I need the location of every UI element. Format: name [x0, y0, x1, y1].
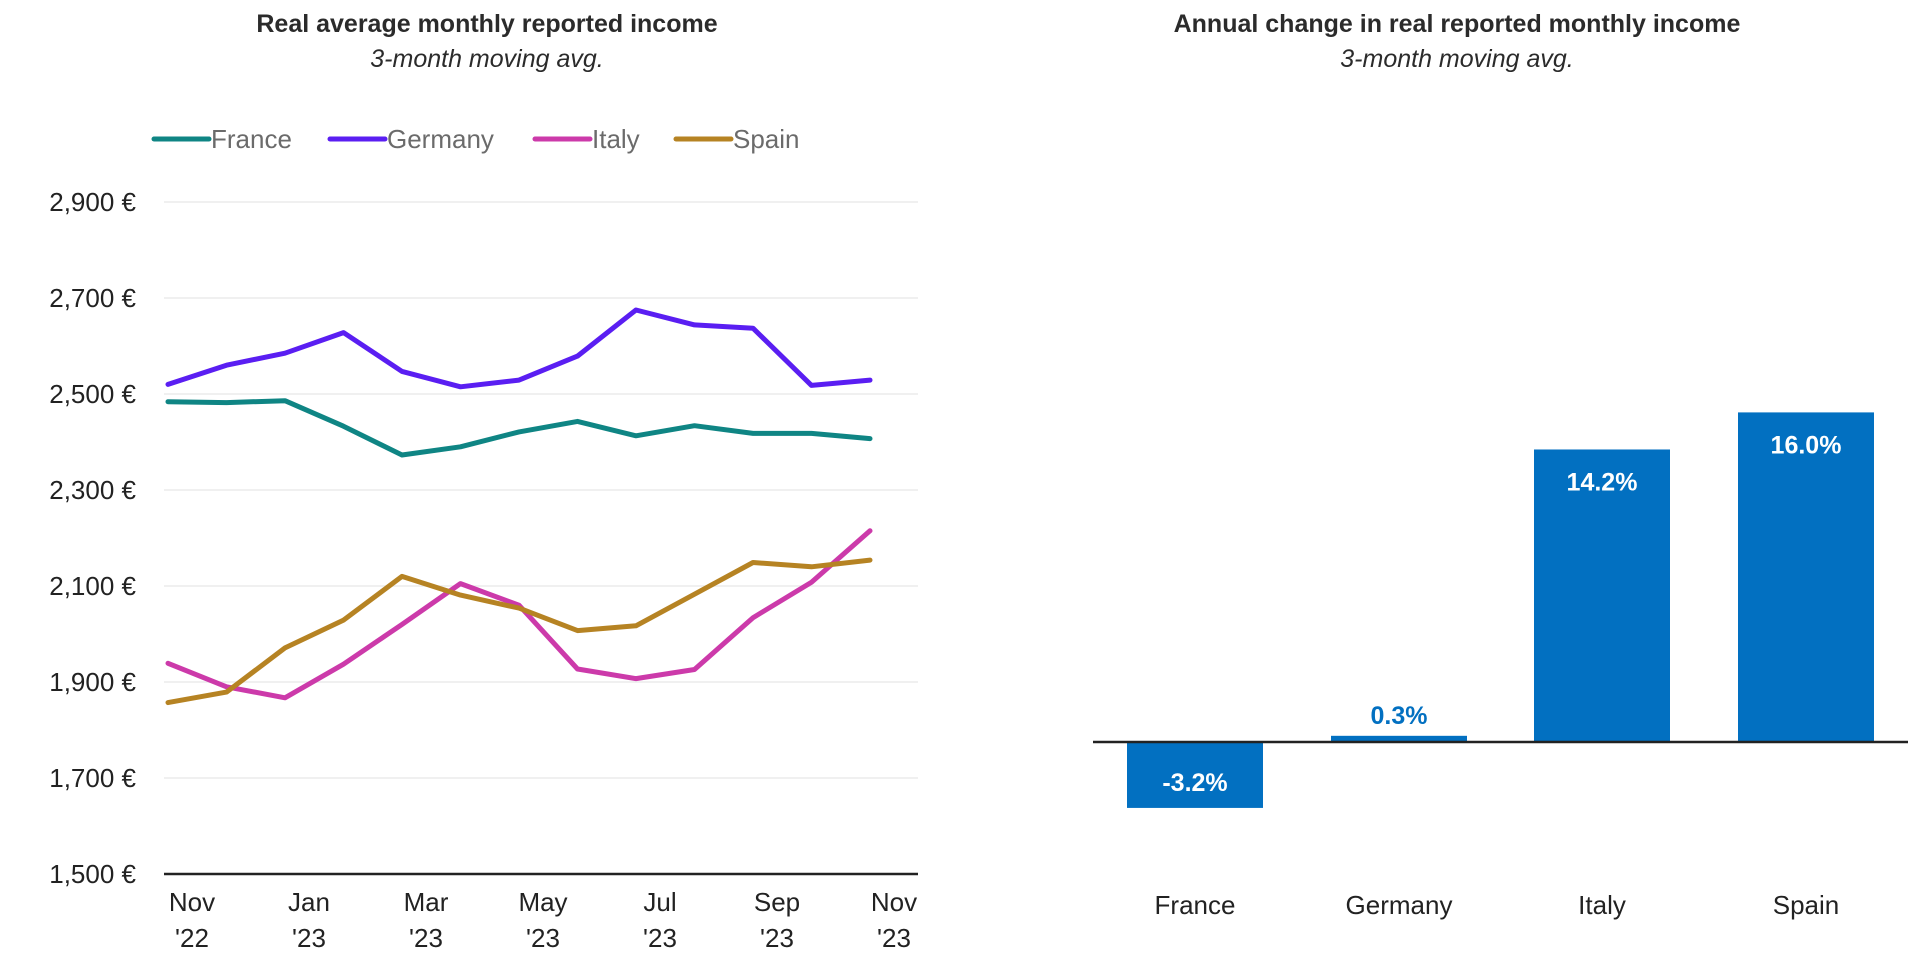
line-chart-subtitle: 3-month moving avg.	[370, 45, 603, 73]
x-tick-label: '23	[409, 923, 443, 953]
line-chart-legend: France Germany Italy Spain	[151, 124, 800, 154]
x-tick-label: '23	[877, 923, 911, 953]
x-tick-label: '22	[175, 923, 209, 953]
bar-value-label: 0.3%	[1371, 702, 1428, 730]
x-tick-label: May	[518, 887, 567, 917]
x-tick-label: Nov	[871, 887, 917, 917]
bar-category-label: Italy	[1578, 890, 1626, 920]
series-line-italy	[165, 528, 873, 701]
x-tick-label: Jul	[643, 887, 676, 917]
x-tick-label: '23	[760, 923, 794, 953]
legend-label-france: France	[211, 124, 292, 154]
bar-chart: Annual change in real reported monthly i…	[1093, 10, 1908, 920]
y-tick-label: 2,100 €	[49, 571, 136, 601]
bar-italy	[1534, 449, 1670, 742]
bar-category-label: Germany	[1346, 890, 1453, 920]
bar-chart-bars: -3.2% 0.3% 14.2% 16.0%	[1127, 412, 1874, 808]
bar-value-label: 14.2%	[1567, 468, 1638, 496]
legend-label-spain: Spain	[733, 124, 800, 154]
bar-chart-title: Annual change in real reported monthly i…	[1174, 10, 1741, 38]
legend-label-germany: Germany	[387, 124, 494, 154]
y-tick-label: 1,500 €	[49, 859, 136, 889]
bar-france	[1127, 742, 1263, 808]
bar-value-label: -3.2%	[1162, 769, 1227, 797]
line-chart-x-axis: Nov '22 Jan '23 Mar '23 May '23 Jul '23 Sep '23 Nov '…	[169, 887, 917, 953]
bar-category-label: Spain	[1773, 890, 1840, 920]
legend-label-italy: Italy	[592, 124, 640, 154]
x-tick-label: Nov	[169, 887, 215, 917]
line-chart-grid	[164, 201, 918, 876]
x-tick-label: '23	[292, 923, 326, 953]
y-tick-label: 1,700 €	[49, 763, 136, 793]
line-chart: Real average monthly reported income 3-m…	[49, 10, 918, 953]
series-line-spain	[165, 557, 873, 706]
bar-chart-categories: France Germany Italy Spain	[1155, 890, 1840, 920]
bar-germany	[1331, 735, 1467, 742]
series-line-france	[165, 398, 873, 458]
y-tick-label: 2,500 €	[49, 379, 136, 409]
y-tick-label: 2,700 €	[49, 283, 136, 313]
y-tick-label: 2,900 €	[49, 187, 136, 217]
bar-category-label: France	[1155, 890, 1236, 920]
line-chart-title: Real average monthly reported income	[256, 10, 717, 38]
series-line-germany	[165, 307, 873, 390]
x-tick-label: Jan	[288, 887, 330, 917]
x-tick-label: '23	[643, 923, 677, 953]
x-tick-label: Sep	[754, 887, 800, 917]
y-tick-label: 1,900 €	[49, 667, 136, 697]
bar-value-label: 16.0%	[1771, 431, 1842, 459]
x-tick-label: '23	[526, 923, 560, 953]
line-chart-series	[165, 307, 873, 706]
bar-chart-subtitle: 3-month moving avg.	[1340, 45, 1573, 73]
bar-spain	[1738, 412, 1874, 742]
y-tick-label: 2,300 €	[49, 475, 136, 505]
x-tick-label: Mar	[404, 887, 449, 917]
line-chart-y-axis: 2,900 € 2,700 € 2,500 € 2,300 € 2,100 € 1,900…	[49, 187, 136, 889]
